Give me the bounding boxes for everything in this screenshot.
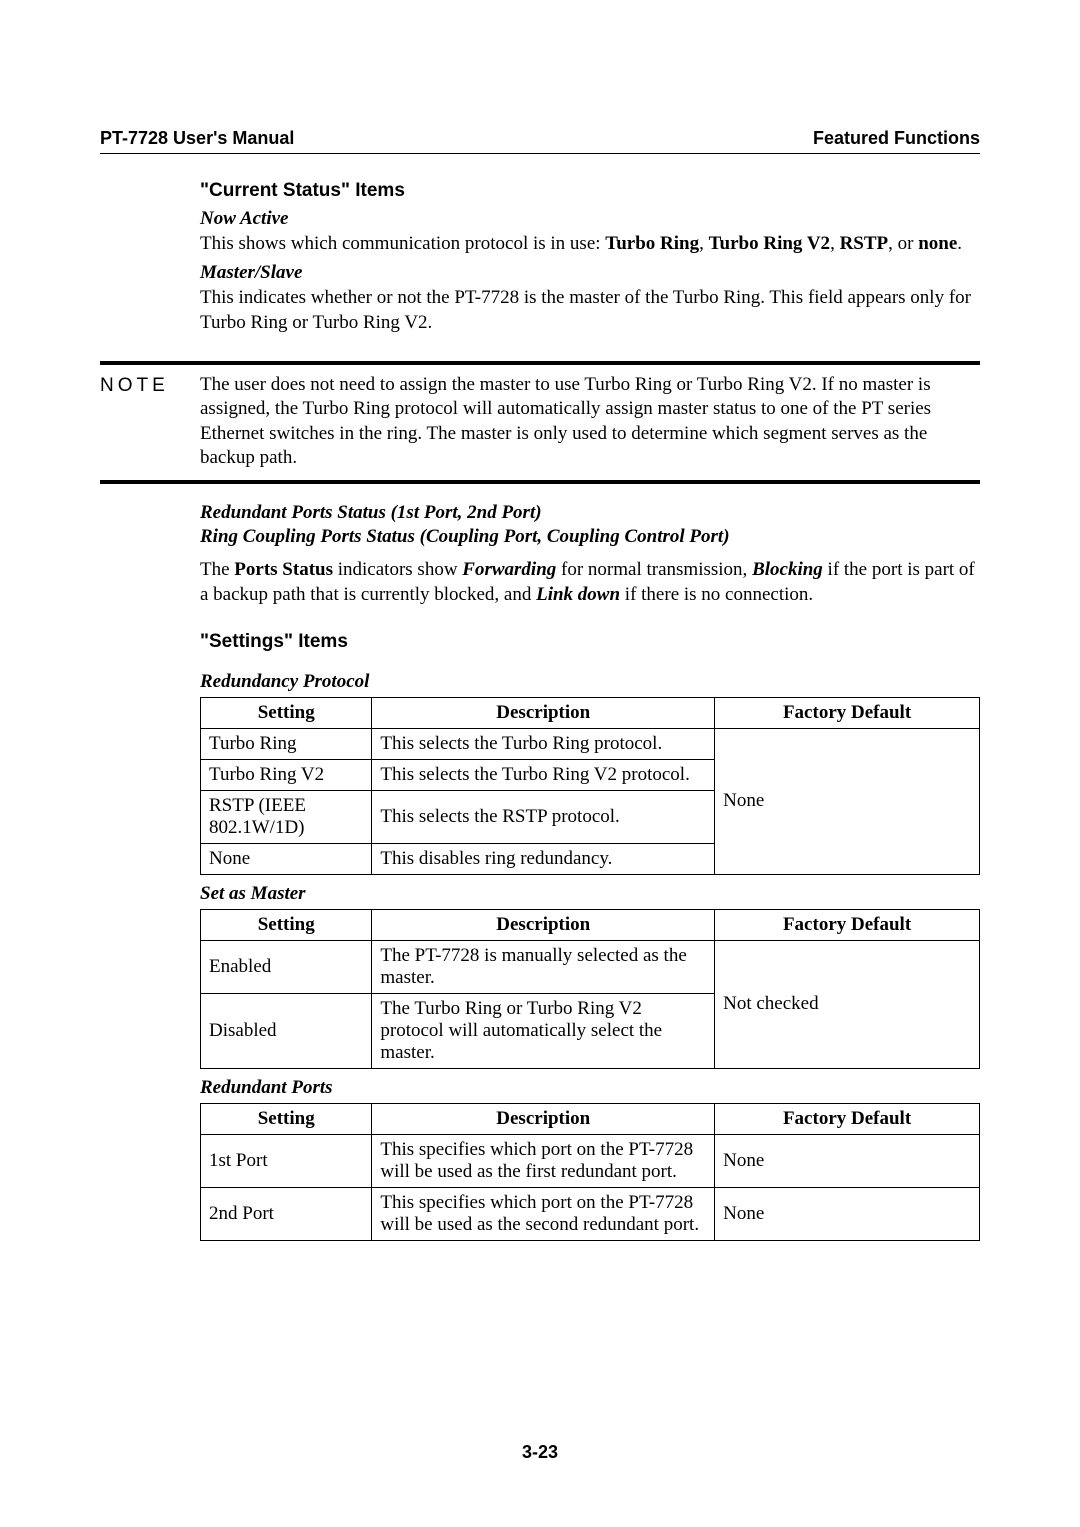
text-bold: Ports Status — [234, 559, 333, 580]
cell-setting: Enabled — [201, 940, 372, 993]
now-active-label: Now Active — [200, 208, 980, 230]
cell-description: This selects the RSTP protocol. — [372, 790, 715, 843]
content-block-2: Redundant Ports Status (1st Port, 2nd Po… — [200, 502, 980, 1241]
text-bold-italic: Forwarding — [462, 559, 556, 580]
col-description: Description — [372, 909, 715, 940]
redundancy-protocol-label: Redundancy Protocol — [200, 671, 980, 693]
text-fragment: , or — [888, 233, 918, 254]
cell-setting: 1st Port — [201, 1134, 372, 1187]
text-fragment: for normal transmission, — [556, 559, 752, 580]
cell-setting: Turbo Ring — [201, 728, 372, 759]
table-row: Enabled The PT-7728 is manually selected… — [201, 940, 980, 993]
col-description: Description — [372, 697, 715, 728]
note-label: NOTE — [100, 373, 200, 470]
cell-setting: None — [201, 843, 372, 874]
header-left: PT-7728 User's Manual — [100, 128, 294, 149]
col-default: Factory Default — [715, 909, 980, 940]
note-block: NOTE The user does not need to assign th… — [100, 361, 980, 484]
col-description: Description — [372, 1103, 715, 1134]
text-bold: Turbo Ring V2 — [709, 233, 830, 254]
text-fragment: This shows which communication protocol … — [200, 233, 605, 254]
redundant-ports-label: Redundant Ports — [200, 1077, 980, 1099]
cell-setting: 2nd Port — [201, 1187, 372, 1240]
cell-description: The PT-7728 is manually selected as the … — [372, 940, 715, 993]
cell-default: None — [715, 728, 980, 874]
text-bold-italic: Link down — [536, 584, 620, 605]
table-row: 1st Port This specifies which port on th… — [201, 1134, 980, 1187]
redundant-ports-table: Setting Description Factory Default 1st … — [200, 1103, 980, 1241]
set-as-master-label: Set as Master — [200, 883, 980, 905]
cell-setting: Turbo Ring V2 — [201, 759, 372, 790]
table-header-row: Setting Description Factory Default — [201, 909, 980, 940]
text-fragment: indicators show — [333, 559, 462, 580]
text-bold-italic: Blocking — [752, 559, 823, 580]
text-bold: none — [918, 233, 957, 254]
ports-status-text: The Ports Status indicators show Forward… — [200, 558, 980, 607]
text-fragment: . — [957, 233, 962, 254]
page-number: 3-23 — [0, 1442, 1080, 1463]
header-right: Featured Functions — [813, 128, 980, 149]
now-active-text: This shows which communication protocol … — [200, 232, 980, 256]
text-bold: Turbo Ring — [605, 233, 699, 254]
page-header: PT-7728 User's Manual Featured Functions — [100, 128, 980, 154]
cell-default: Not checked — [715, 940, 980, 1068]
cell-description: This specifies which port on the PT-7728… — [372, 1187, 715, 1240]
set-as-master-table: Setting Description Factory Default Enab… — [200, 909, 980, 1069]
text-bold: RSTP — [840, 233, 889, 254]
master-slave-text: This indicates whether or not the PT-772… — [200, 286, 980, 335]
cell-description: The Turbo Ring or Turbo Ring V2 protocol… — [372, 993, 715, 1068]
current-status-heading: "Current Status" Items — [200, 180, 980, 202]
table-row: 2nd Port This specifies which port on th… — [201, 1187, 980, 1240]
cell-description: This disables ring redundancy. — [372, 843, 715, 874]
cell-setting: RSTP (IEEE 802.1W/1D) — [201, 790, 372, 843]
cell-setting: Disabled — [201, 993, 372, 1068]
col-default: Factory Default — [715, 697, 980, 728]
text-fragment: The — [200, 559, 234, 580]
text-fragment: , — [699, 233, 709, 254]
col-setting: Setting — [201, 909, 372, 940]
note-text: The user does not need to assign the mas… — [200, 373, 980, 470]
col-default: Factory Default — [715, 1103, 980, 1134]
content-block-1: "Current Status" Items Now Active This s… — [200, 180, 980, 335]
cell-description: This selects the Turbo Ring protocol. — [372, 728, 715, 759]
table-header-row: Setting Description Factory Default — [201, 697, 980, 728]
cell-default: None — [715, 1187, 980, 1240]
cell-description: This specifies which port on the PT-7728… — [372, 1134, 715, 1187]
redundancy-protocol-table: Setting Description Factory Default Turb… — [200, 697, 980, 875]
text-fragment: , — [830, 233, 840, 254]
master-slave-label: Master/Slave — [200, 262, 980, 284]
table-row: Turbo Ring This selects the Turbo Ring p… — [201, 728, 980, 759]
cell-description: This selects the Turbo Ring V2 protocol. — [372, 759, 715, 790]
settings-heading: "Settings" Items — [200, 631, 980, 653]
redundant-ports-status-label: Redundant Ports Status (1st Port, 2nd Po… — [200, 502, 980, 524]
ring-coupling-status-label: Ring Coupling Ports Status (Coupling Por… — [200, 526, 980, 548]
table-header-row: Setting Description Factory Default — [201, 1103, 980, 1134]
text-fragment: if there is no connection. — [620, 584, 813, 605]
col-setting: Setting — [201, 1103, 372, 1134]
cell-default: None — [715, 1134, 980, 1187]
manual-page: PT-7728 User's Manual Featured Functions… — [0, 0, 1080, 1527]
col-setting: Setting — [201, 697, 372, 728]
